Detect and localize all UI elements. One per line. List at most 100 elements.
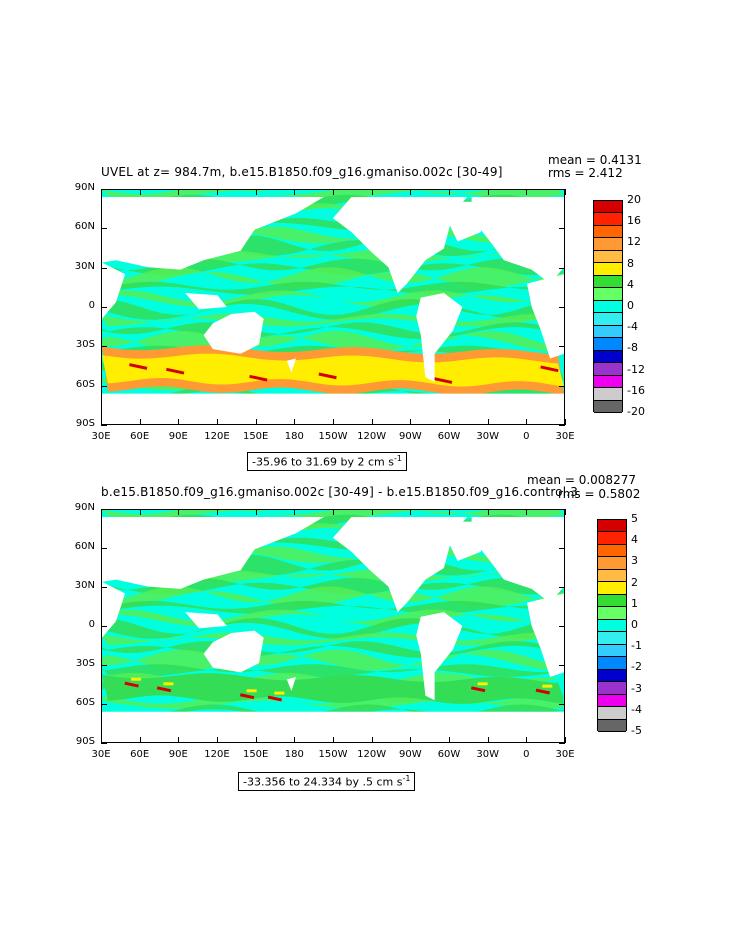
longitude-tick [410, 737, 412, 743]
current-band [102, 577, 564, 595]
land-mask [333, 517, 467, 613]
colorbar-label: 5 [631, 512, 638, 525]
latitude-label: 60S [75, 697, 95, 708]
latitude-tick [101, 267, 107, 269]
plot-title: UVEL at z= 984.7m, b.e15.B1850.f09_g16.g… [101, 165, 503, 179]
latitude-tick [101, 626, 107, 627]
longitude-label: 120E [204, 749, 230, 760]
colorbar-label: 0 [627, 299, 634, 312]
longitude-label: 30E [555, 749, 575, 760]
colorbar-swatch [594, 225, 622, 239]
colorbar-swatch [598, 569, 626, 583]
longitude-tick [101, 509, 102, 515]
colorbar-swatch [598, 532, 626, 545]
latitude-tick [559, 228, 565, 230]
land-mask [102, 711, 564, 742]
colorbar [593, 200, 623, 413]
longitude-label: 180 [284, 749, 304, 760]
longitude-label: 30E [91, 431, 111, 442]
longitude-tick [139, 419, 141, 425]
longitude-tick [255, 189, 257, 195]
latitude-label: 90N [74, 502, 95, 513]
longitude-label: 90W [399, 749, 422, 760]
colorbar-swatch [598, 594, 626, 608]
colorbar-swatch [594, 263, 622, 276]
land-mask [527, 274, 564, 359]
colorbar-swatch [594, 375, 622, 389]
longitude-label: 120E [204, 431, 230, 442]
latitude-label: 60N [74, 221, 95, 233]
current-band [102, 586, 564, 608]
colorbar-swatch [594, 288, 622, 301]
diff-extreme [470, 686, 486, 693]
colorbar-label: 4 [627, 277, 634, 291]
land-mask [102, 517, 324, 589]
colorbar-swatch [594, 250, 622, 264]
longitude-tick [101, 737, 102, 743]
unit-exponent: -1 [402, 774, 411, 783]
colorbar-swatch [598, 694, 626, 708]
colorbar-swatch [598, 544, 626, 558]
colorbar-label: -4 [631, 702, 642, 716]
current-band [102, 258, 564, 276]
longitude-tick [178, 419, 180, 425]
latitude-tick [559, 267, 565, 269]
rms-readout: rms = 0.5802 [558, 487, 641, 501]
diff-extreme [163, 682, 174, 686]
longitude-tick [371, 737, 373, 743]
colorbar-label: 0 [631, 618, 638, 631]
colorbar-label: -2 [631, 660, 642, 674]
contour-range-label: -35.96 to 31.69 by 2 cm s-1 [247, 452, 407, 471]
land-mask [203, 311, 264, 354]
land-mask [102, 393, 564, 424]
colorbar-label: 8 [627, 256, 634, 270]
latitude-tick [101, 587, 107, 588]
diff-extreme [239, 693, 255, 700]
longitude-tick [526, 189, 528, 195]
longitude-label: 60E [130, 431, 150, 442]
diff-extreme [124, 681, 139, 688]
colorbar-swatch [594, 275, 622, 289]
colorbar-label: -8 [627, 341, 638, 355]
longitude-tick [178, 189, 180, 195]
colorbar-swatch [594, 350, 622, 364]
colorbar-label: 16 [627, 214, 641, 228]
diff-extreme [542, 684, 553, 688]
colorbar-label: -12 [627, 362, 645, 376]
longitude-label: 0 [523, 749, 530, 760]
colorbar-label: -4 [627, 320, 638, 334]
colorbar-label: -20 [627, 405, 645, 418]
longitude-tick [410, 419, 412, 425]
current-band [102, 267, 564, 288]
longitude-tick [526, 737, 528, 743]
longitude-label: 30W [476, 431, 499, 442]
latitude-label: 0 [88, 619, 95, 630]
longitude-label: 120W [357, 431, 387, 442]
longitude-tick [487, 419, 489, 425]
land-mask [286, 358, 296, 373]
longitude-label: 90W [399, 431, 422, 442]
land-mask [185, 612, 227, 629]
longitude-tick [371, 419, 373, 425]
colorbar [597, 519, 627, 732]
acc-jet-max [166, 367, 185, 375]
land-mask [471, 517, 564, 603]
colorbar-swatch [598, 707, 626, 720]
longitude-tick [449, 509, 450, 515]
land-mask [527, 593, 564, 677]
longitude-label: 120W [357, 749, 387, 760]
diff-extreme [131, 677, 142, 681]
contour-range-label: -33.356 to 24.334 by .5 cm s-1 [238, 772, 416, 791]
latitude-tick [101, 228, 107, 230]
land-mask [416, 612, 463, 701]
longitude-tick [139, 737, 141, 743]
diff-extreme [477, 682, 488, 686]
ocean-field [102, 510, 564, 742]
acc-jet-max [249, 374, 268, 382]
longitude-tick [217, 419, 218, 425]
longitude-tick [371, 509, 373, 515]
acc-band-outer [102, 673, 564, 704]
longitude-tick [217, 737, 218, 743]
contour-range-text: -35.96 to 31.69 by 2 cm s [252, 455, 394, 469]
